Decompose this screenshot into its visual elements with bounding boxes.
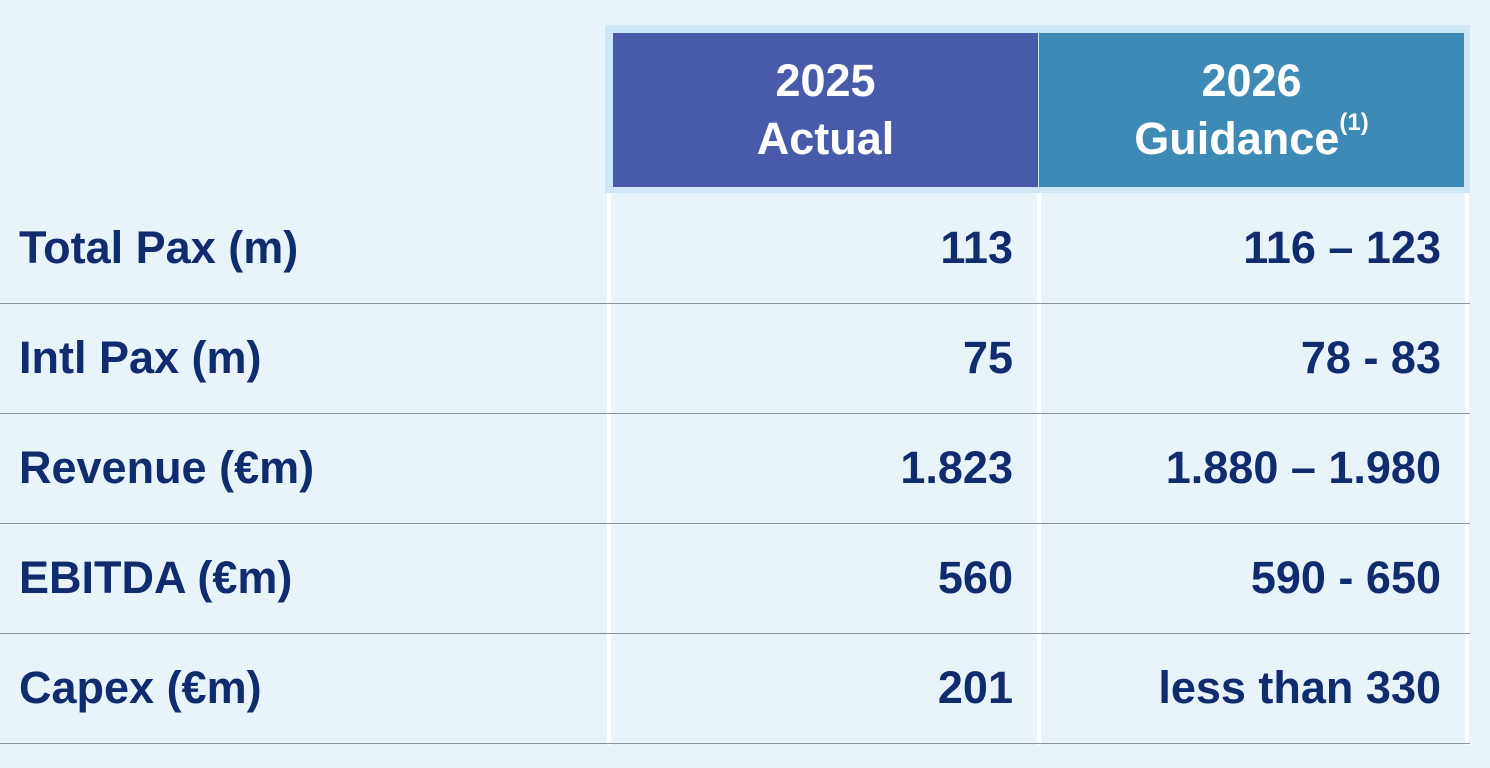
header-actual-year: 2025 [775, 55, 876, 106]
header-guidance-year: 2026 [1201, 55, 1302, 106]
row-label: Total Pax (m) [19, 222, 299, 273]
header-actual-label: Actual [756, 113, 895, 164]
cell-guidance: less than 330 [1158, 662, 1441, 713]
cell-guidance: 1.880 – 1.980 [1165, 442, 1441, 493]
table-row-capex: Capex (€m) 201 less than 330 [0, 633, 1470, 744]
cell-actual: 1.823 [900, 442, 1013, 493]
header-guidance-label: Guidance [1134, 113, 1340, 164]
cell-guidance: 116 – 123 [1243, 222, 1441, 273]
row-label: Revenue (€m) [19, 442, 315, 493]
header-guidance-label-wrap: Guidance(1) [1134, 110, 1368, 168]
header-actual: 2025 Actual [613, 33, 1038, 187]
column-divider-left [607, 193, 611, 745]
header-guidance: 2026 Guidance(1) [1039, 33, 1464, 187]
cell-actual: 113 [940, 222, 1013, 273]
row-label: EBITDA (€m) [19, 552, 293, 603]
cell-actual: 560 [937, 552, 1013, 603]
cell-guidance: 78 - 83 [1300, 332, 1441, 383]
footnote-marker: (1) [1339, 109, 1369, 136]
row-label: Capex (€m) [19, 662, 262, 713]
cell-guidance: 590 - 650 [1250, 552, 1441, 603]
table-row-revenue: Revenue (€m) 1.823 1.880 – 1.980 [0, 413, 1470, 524]
column-divider-middle [1037, 193, 1041, 745]
cell-actual: 75 [962, 332, 1013, 383]
column-divider-right [1465, 193, 1469, 745]
table-row-intl-pax: Intl Pax (m) 75 78 - 83 [0, 303, 1470, 414]
table-row-ebitda: EBITDA (€m) 560 590 - 650 [0, 523, 1470, 634]
row-label: Intl Pax (m) [19, 332, 262, 383]
table-row-total-pax: Total Pax (m) 113 116 – 123 [0, 193, 1470, 304]
cell-actual: 201 [937, 662, 1013, 713]
